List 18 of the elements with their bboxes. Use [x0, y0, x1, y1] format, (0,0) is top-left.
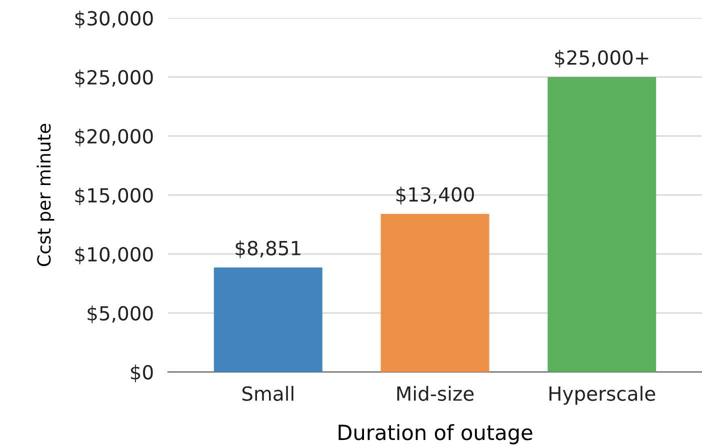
y-tick-label: $25,000	[75, 70, 153, 88]
x-tick-label: Mid-size	[397, 386, 474, 401]
data-label: $8,851	[236, 240, 300, 258]
y-tick-label: $10,000	[75, 246, 153, 264]
y-axis-title: Ccst per minute	[36, 124, 54, 266]
bar	[214, 268, 322, 372]
x-tick-label: Hyperscale	[550, 386, 656, 405]
y-tick-label: $0	[130, 364, 153, 382]
y-tick-label: $5,000	[88, 306, 153, 324]
y-tick-label: $15,000	[75, 188, 153, 206]
x-tick-label: Small	[242, 386, 294, 401]
data-label: $25,000+	[555, 50, 648, 68]
y-tick-label: $30,000	[75, 10, 153, 28]
bar	[380, 214, 490, 372]
data-label: $13,400	[396, 186, 474, 204]
bar	[548, 77, 656, 372]
x-axis-title: Duration of outage	[338, 424, 532, 444]
y-tick-label: $20,000	[75, 128, 153, 146]
